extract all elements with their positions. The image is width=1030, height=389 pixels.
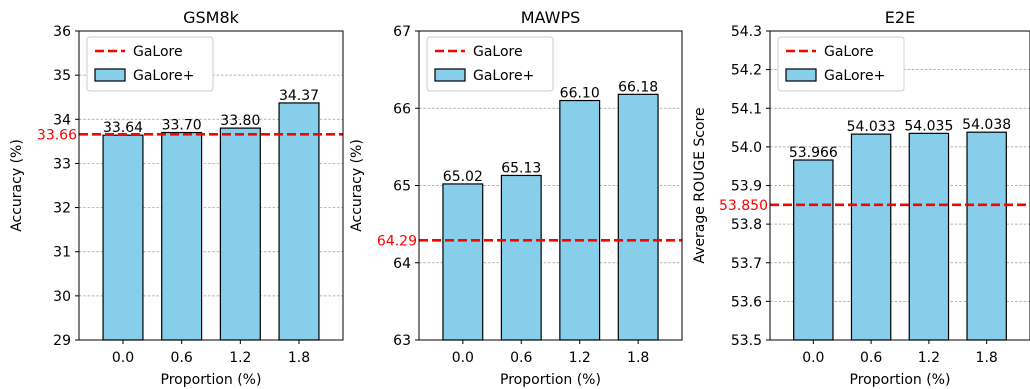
baseline-label: 53.850 [719,198,768,214]
bar-value-label: 66.10 [560,86,600,102]
y-tick-label: 54.3 [731,24,762,40]
x-tick-label: 0.0 [112,350,134,366]
y-tick-label: 53.5 [731,333,762,349]
y-tick-label: 35 [53,68,71,84]
legend-label: GaLore+ [473,68,534,84]
y-tick-label: 66 [393,101,411,117]
bar [966,131,1007,341]
bar [617,93,659,341]
baseline-label: 64.29 [377,233,417,249]
chart-title: MAWPS [521,8,581,27]
y-tick-label: 33 [53,156,71,172]
legend-swatch-bar [94,68,126,82]
legend-swatch-bar [434,68,466,82]
bar-value-label: 54.033 [847,119,896,135]
bar-value-label: 33.70 [162,118,202,134]
y-tick-label: 54.0 [731,140,762,156]
y-tick-label: 54.1 [731,101,762,117]
x-axis-label: Proportion (%) [161,372,262,388]
bar [442,183,484,341]
bar [908,132,950,341]
bar [219,127,261,341]
x-tick-label: 0.6 [510,350,532,366]
x-tick-label: 1.8 [976,350,998,366]
y-tick-label: 29 [53,333,71,349]
bar-value-label: 54.035 [904,118,953,134]
bar-value-label: 66.18 [618,79,658,95]
axes-frame [78,30,344,341]
bar-value-label: 53.966 [789,145,838,161]
y-tick-label: 30 [53,289,71,305]
x-tick-label: 1.2 [569,350,591,366]
x-tick-label: 1.2 [918,350,940,366]
y-tick-label: 53.7 [731,256,762,272]
legend-label: GaLore+ [133,68,194,84]
x-tick-label: 1.8 [288,350,310,366]
bar-value-label: 33.80 [220,113,260,129]
y-tick-label: 31 [53,245,71,261]
legend-label: GaLore+ [824,68,885,84]
bar [102,134,144,341]
x-axis-label: Proportion (%) [850,372,951,388]
x-tick-label: 0.0 [802,350,824,366]
x-axis-label: Proportion (%) [500,372,601,388]
bar-value-label: 54.038 [962,117,1011,133]
y-axis-label: Average ROUGE Score [692,107,708,263]
bar [500,174,542,341]
chart-title: GSM8k [183,8,240,27]
y-tick-label: 54.2 [731,63,762,79]
y-tick-label: 53.6 [731,294,762,310]
legend-swatch-bar [785,68,817,82]
y-tick-label: 63 [393,333,411,349]
bar [278,102,320,341]
y-axis-label: Accuracy (%) [349,139,365,232]
y-tick-label: 65 [393,179,411,195]
legend-label: GaLore [133,44,183,60]
bar-value-label: 65.02 [443,169,483,185]
y-tick-label: 36 [53,24,71,40]
y-tick-label: 34 [53,112,71,128]
y-tick-label: 67 [393,24,411,40]
legend-label: GaLore [473,44,523,60]
y-tick-label: 32 [53,201,71,217]
bar [559,99,601,341]
y-tick-label: 53.9 [731,179,762,195]
x-tick-label: 0.6 [171,350,193,366]
y-axis-label: Accuracy (%) [9,139,25,232]
x-tick-label: 0.0 [452,350,474,366]
baseline-label: 33.66 [37,127,77,143]
bar-value-label: 65.13 [501,160,541,176]
bar-value-label: 33.64 [103,120,143,136]
bar [850,133,892,341]
x-tick-label: 0.6 [860,350,882,366]
x-tick-label: 1.8 [627,350,649,366]
chart-title: E2E [885,8,915,27]
y-tick-label: 53.8 [731,217,762,233]
bar-value-label: 34.37 [279,88,319,104]
bar [161,131,203,341]
x-tick-label: 1.2 [229,350,251,366]
legend-label: GaLore [824,44,874,60]
bar [793,159,834,341]
y-tick-label: 64 [393,256,411,272]
